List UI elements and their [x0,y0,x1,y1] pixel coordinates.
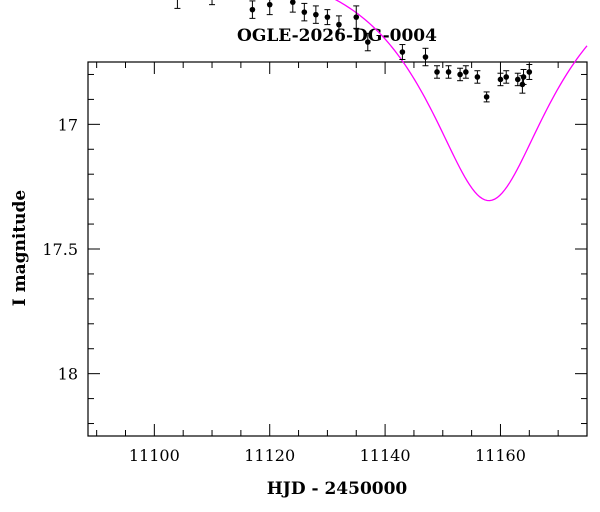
point-marker [324,14,331,20]
plot-frame [87,61,588,437]
point-marker [483,94,490,100]
data-point [209,0,216,6]
model-curve [334,0,588,202]
point-marker [445,69,452,75]
data-point [399,44,406,61]
point-marker [457,71,463,78]
data-point [503,70,510,84]
data-point [422,47,429,67]
point-marker [514,76,521,83]
plot-border [87,61,588,437]
x-tick-label: 11100 [129,446,180,465]
data-point [445,65,452,79]
point-marker [266,1,273,8]
point-marker [301,9,308,15]
point-marker [497,76,504,83]
point-marker [249,6,256,13]
point-marker [520,74,527,80]
data-point [301,2,308,22]
data-point [457,67,464,82]
y-tick-label: 17.5 [42,240,78,259]
point-marker [463,69,469,75]
data-points-layer [174,0,533,103]
point-marker [503,74,510,80]
point-marker [474,74,481,80]
data-point [289,0,296,13]
point-marker [336,21,342,28]
point-marker [353,14,360,20]
point-marker [289,0,296,5]
point-marker [526,69,533,75]
chart-title: OGLE-2026-DG-0004 [237,26,437,46]
model-curve-layer [334,0,588,202]
data-point [335,15,342,34]
x-tick-label: 11140 [360,446,411,465]
data-point [249,0,256,19]
data-point [462,65,469,79]
x-tick-label: 11160 [475,446,526,465]
data-point [324,9,331,26]
point-marker [422,54,429,60]
point-marker [364,39,371,45]
data-point [514,72,521,87]
data-point [174,0,181,9]
y-tick-label: 17 [58,115,78,134]
axis-ticks-layer: 11100 11120 11140 11160 17 17.5 18 [42,62,588,465]
data-point [497,72,504,87]
data-point [483,91,490,103]
data-point [364,32,371,52]
y-tick-label: 18 [58,365,78,384]
data-point [434,65,441,79]
point-marker [434,69,440,75]
x-tick-label: 11120 [244,446,295,465]
data-point [353,5,360,29]
point-marker [399,49,406,55]
data-point [266,0,273,16]
y-axis-label: I magnitude [10,190,30,307]
data-point [312,5,319,24]
data-point [520,68,527,85]
x-axis-label: HJD - 2450000 [267,479,408,499]
data-point [474,70,481,84]
point-marker [313,11,319,18]
